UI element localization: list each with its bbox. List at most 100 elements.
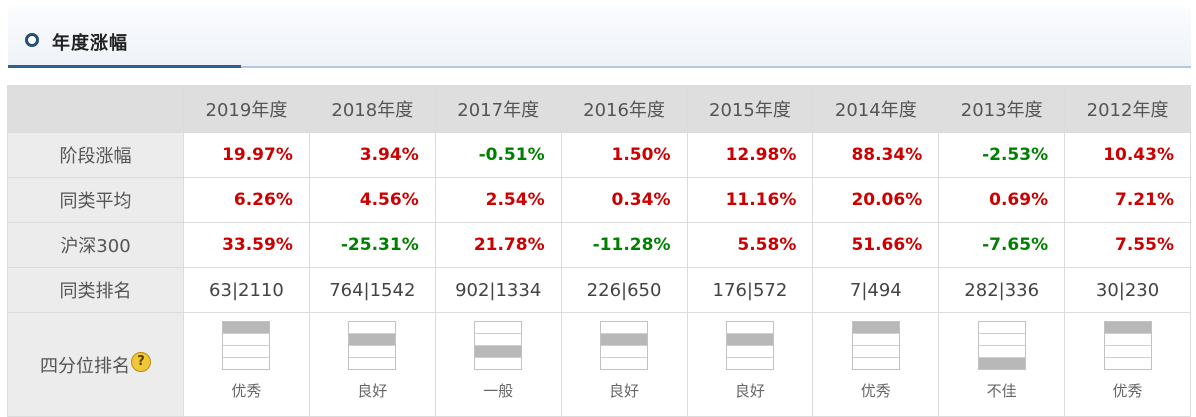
quartile-segment: [1105, 358, 1151, 369]
quartile-segment: [475, 334, 522, 346]
question-mark-icon[interactable]: ?: [131, 351, 151, 372]
quartile-rating-label: 不佳: [986, 382, 1017, 400]
category-rank-cell: 226|650: [560, 267, 688, 313]
quartile-segment: [223, 334, 270, 346]
quartile-rank-row: 四分位排名? 优秀 良好 一般 良好 良好 优秀 不佳 优秀: [7, 312, 1191, 417]
row-label: 阶段涨幅: [7, 132, 184, 178]
category-average-cell: 7.21%: [1064, 177, 1191, 223]
stage-return-cell: 1.50%: [560, 132, 688, 178]
hs300-cell: 51.66%: [812, 222, 940, 268]
category-average-cell: 20.06%: [812, 177, 940, 223]
hs300-cell: 5.58%: [686, 222, 814, 268]
category-rank-row: 同类排名 63|2110 764|1542 902|1334 226|650 1…: [7, 267, 1191, 313]
column-header: 2012年度: [1064, 85, 1191, 133]
stage-return-cell: 12.98%: [686, 132, 814, 178]
column-header: 2016年度: [560, 85, 688, 133]
header-row: 2019年度 2018年度 2017年度 2016年度 2015年度 2014年…: [7, 85, 1191, 133]
quartile-rating-label: 一般: [483, 382, 514, 400]
quartile-cell: 良好: [686, 312, 814, 417]
category-rank-cell: 902|1334: [434, 267, 562, 313]
category-rank-cell: 30|230: [1064, 267, 1191, 313]
category-rank-cell: 282|336: [938, 267, 1066, 313]
quartile-indicator: [474, 321, 523, 370]
row-label: 沪深300: [7, 222, 184, 268]
quartile-segment: [978, 346, 1025, 358]
quartile-segment: [223, 358, 269, 369]
quartile-rating-label: 优秀: [1112, 382, 1143, 400]
quartile-rating-label: 优秀: [860, 382, 891, 400]
quartile-segment: [1104, 334, 1151, 346]
quartile-segment: [601, 334, 648, 346]
category-rank-cell: 764|1542: [308, 267, 436, 313]
quartile-indicator: [977, 321, 1026, 370]
quartile-cell: 不佳: [938, 312, 1066, 417]
quartile-cell: 优秀: [812, 312, 940, 417]
row-label: 同类排名: [7, 267, 184, 313]
quartile-cell: 优秀: [183, 312, 310, 417]
category-average-cell: 2.54%: [434, 177, 562, 223]
quartile-segment: [726, 334, 773, 346]
quartile-segment: [726, 346, 773, 358]
quartile-segment: [349, 346, 396, 358]
section-title: 年度涨幅: [52, 33, 128, 54]
quartile-segment: [475, 346, 522, 358]
column-header: 2015年度: [686, 85, 814, 133]
quartile-segment: [978, 334, 1025, 346]
quartile-rating-label: 良好: [734, 382, 765, 400]
category-rank-cell: 7|494: [812, 267, 940, 313]
category-average-cell: 0.69%: [938, 177, 1066, 223]
quartile-indicator: [725, 321, 774, 370]
category-average-cell: 4.56%: [308, 177, 436, 223]
stage-return-row: 阶段涨幅 19.97% 3.94% -0.51% 1.50% 12.98% 88…: [7, 132, 1191, 178]
column-header: 2019年度: [183, 85, 310, 133]
quartile-segment: [727, 358, 773, 369]
stage-return-cell: 88.34%: [812, 132, 940, 178]
header-accent-bar: [8, 65, 241, 68]
quartile-segment: [1104, 346, 1151, 358]
quartile-segment: [349, 334, 396, 346]
column-header: 2017年度: [434, 85, 562, 133]
category-average-cell: 11.16%: [686, 177, 814, 223]
header-divider: [8, 65, 1191, 68]
quartile-row-label-cell: 四分位排名?: [7, 312, 184, 417]
quartile-segment: [223, 346, 270, 358]
quartile-cell: 良好: [308, 312, 436, 417]
quartile-indicator: [600, 321, 649, 370]
quartile-segment: [601, 322, 648, 334]
quartile-segment: [601, 346, 648, 358]
hs300-cell: -11.28%: [560, 222, 688, 268]
stage-return-cell: -0.51%: [434, 132, 562, 178]
quartile-segment: [978, 322, 1025, 334]
category-average-cell: 0.34%: [560, 177, 688, 223]
quartile-rating-label: 优秀: [231, 382, 262, 400]
column-header: 2014年度: [812, 85, 940, 133]
quartile-segment: [726, 322, 773, 334]
quartile-segment: [475, 322, 522, 334]
circle-bullet-icon: [25, 33, 39, 47]
column-header: 2013年度: [938, 85, 1066, 133]
quartile-segment: [475, 358, 521, 369]
quartile-segment: [601, 358, 647, 369]
quartile-segment: [223, 322, 270, 334]
hs300-cell: 21.78%: [434, 222, 562, 268]
category-rank-cell: 63|2110: [183, 267, 310, 313]
quartile-indicator: [1103, 321, 1152, 370]
hs300-cell: -7.65%: [938, 222, 1066, 268]
quartile-cell: 良好: [560, 312, 688, 417]
hs300-cell: -25.31%: [308, 222, 436, 268]
quartile-segment: [349, 358, 395, 369]
category-average-cell: 6.26%: [183, 177, 310, 223]
stage-return-cell: -2.53%: [938, 132, 1066, 178]
quartile-indicator: [348, 321, 397, 370]
quartile-segment: [852, 334, 899, 346]
quartile-segment: [349, 322, 396, 334]
quartile-segment: [1104, 322, 1151, 334]
annual-returns-table: 2019年度 2018年度 2017年度 2016年度 2015年度 2014年…: [7, 85, 1191, 417]
stage-return-cell: 10.43%: [1064, 132, 1191, 178]
hs300-cell: 33.59%: [183, 222, 310, 268]
category-rank-cell: 176|572: [686, 267, 814, 313]
quartile-indicator: [851, 321, 900, 370]
quartile-segment: [853, 358, 899, 369]
section-header: 年度涨幅: [8, 7, 1191, 67]
hs300-cell: 7.55%: [1064, 222, 1191, 268]
